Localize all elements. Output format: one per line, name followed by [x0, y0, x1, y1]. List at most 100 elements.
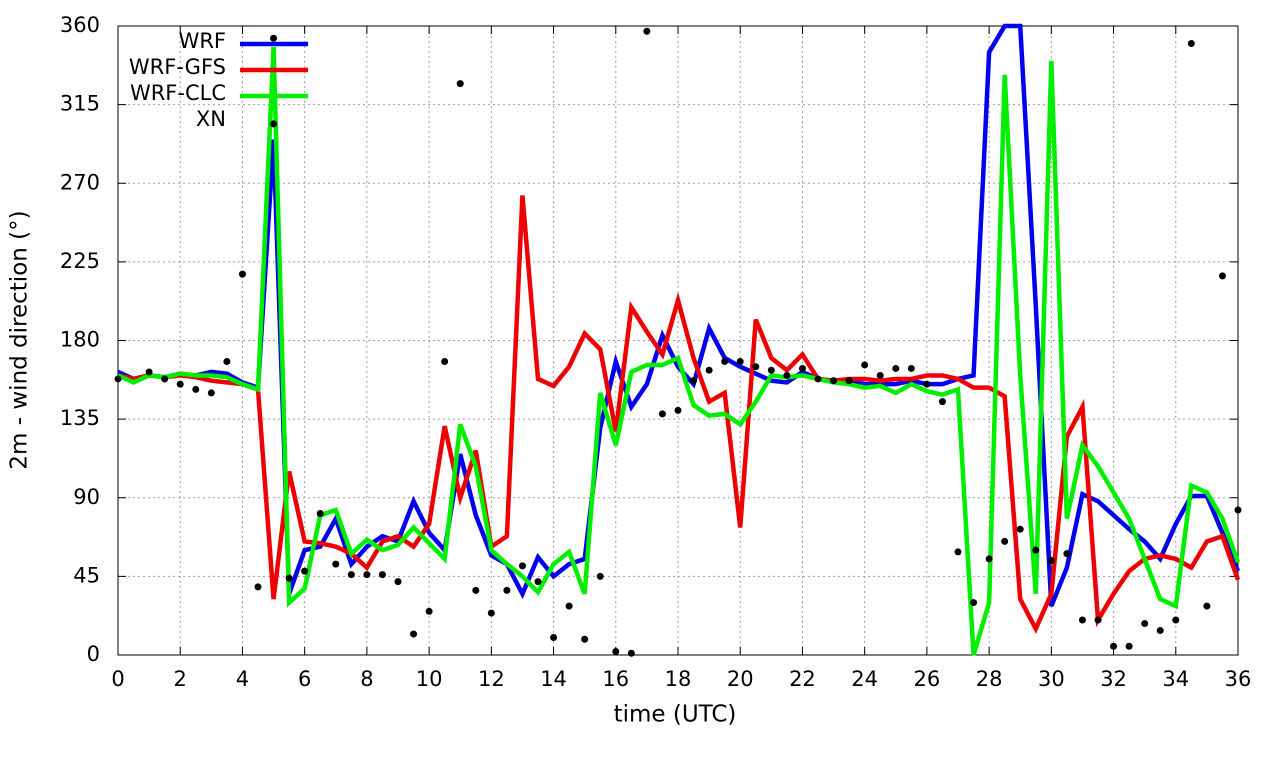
data-point: [876, 371, 884, 379]
data-point: [394, 578, 402, 586]
data-point: [1078, 616, 1086, 624]
y-tick-label: 45: [73, 563, 100, 587]
x-tick-label: 28: [976, 667, 1003, 691]
data-point: [923, 380, 931, 388]
data-point: [1016, 525, 1024, 533]
data-point: [518, 562, 526, 570]
legend-label: WRF: [179, 29, 226, 53]
y-tick-label: 315: [60, 92, 100, 116]
x-tick-label: 4: [236, 667, 249, 691]
data-point: [565, 602, 573, 610]
data-point: [596, 572, 604, 580]
legend-label: XN: [196, 107, 226, 131]
data-point: [503, 586, 511, 594]
data-point: [270, 120, 278, 128]
x-tick-label: 2: [174, 667, 187, 691]
data-point: [1234, 506, 1242, 514]
data-point: [550, 634, 558, 642]
data-point: [192, 385, 200, 393]
data-point: [161, 375, 169, 383]
y-tick-label: 180: [60, 328, 100, 352]
data-point: [752, 363, 760, 371]
x-tick-label: 36: [1225, 667, 1252, 691]
x-tick-label: 10: [416, 667, 443, 691]
data-point: [363, 571, 371, 579]
data-point: [1032, 546, 1040, 554]
x-tick-label: 14: [540, 667, 567, 691]
data-point: [487, 609, 495, 617]
data-point: [861, 361, 869, 369]
data-point: [767, 366, 775, 374]
data-point: [1218, 272, 1226, 280]
y-tick-label: 360: [60, 13, 100, 37]
x-tick-label: 30: [1038, 667, 1065, 691]
data-point: [1203, 602, 1211, 610]
data-point: [581, 635, 589, 643]
y-tick-label: 270: [60, 170, 100, 194]
data-point: [425, 607, 433, 615]
y-tick-label: 225: [60, 249, 100, 273]
data-point: [736, 357, 744, 365]
data-point: [705, 366, 713, 374]
data-point: [316, 509, 324, 517]
data-point: [1156, 627, 1164, 635]
data-point: [254, 583, 262, 591]
y-tick-label: 0: [87, 642, 100, 666]
x-tick-label: 0: [111, 667, 124, 691]
data-point: [1094, 616, 1102, 624]
data-point: [907, 364, 915, 372]
x-tick-label: 26: [914, 667, 941, 691]
data-point: [1172, 616, 1180, 624]
data-point: [830, 377, 838, 385]
data-point: [1187, 39, 1195, 47]
data-point: [207, 389, 215, 397]
data-point: [783, 371, 791, 379]
data-point: [378, 571, 386, 579]
data-point: [892, 364, 900, 372]
series-line: [117, 23, 1241, 607]
x-tick-label: 20: [727, 667, 754, 691]
data-point: [223, 357, 231, 365]
data-point: [238, 270, 246, 278]
series-line: [117, 46, 1241, 656]
data-point: [814, 375, 822, 383]
x-tick-label: 22: [789, 667, 816, 691]
data-point: [1001, 537, 1009, 545]
series-line: [117, 195, 1241, 634]
data-point: [1125, 642, 1133, 650]
y-tick-label: 90: [73, 485, 100, 509]
x-tick-label: 16: [602, 667, 629, 691]
data-point: [534, 578, 542, 586]
data-point: [1110, 642, 1118, 650]
x-tick-label: 34: [1162, 667, 1189, 691]
data-point: [690, 377, 698, 385]
x-tick-label: 18: [665, 667, 692, 691]
data-point: [985, 555, 993, 563]
x-tick-label: 12: [478, 667, 505, 691]
data-point: [954, 548, 962, 556]
x-axis-label: time (UTC): [614, 702, 737, 728]
data-point: [627, 649, 635, 657]
data-point: [1141, 620, 1149, 628]
x-tick-label: 24: [851, 667, 878, 691]
legend-label: WRF-GFS: [129, 55, 226, 79]
data-point: [658, 410, 666, 418]
data-point: [970, 599, 978, 607]
data-point: [1047, 557, 1055, 565]
data-point: [643, 27, 651, 35]
data-point: [145, 368, 153, 376]
data-point: [347, 571, 355, 579]
legend-label: WRF-CLC: [130, 81, 226, 105]
data-point: [176, 380, 184, 388]
data-point: [721, 357, 729, 365]
y-tick-label: 135: [60, 406, 100, 430]
plot-frame: [117, 25, 1239, 656]
data-point: [285, 574, 293, 582]
data-point: [270, 34, 278, 42]
data-point: [612, 648, 620, 656]
data-point: [441, 357, 449, 365]
x-tick-label: 8: [360, 667, 373, 691]
data-point: [410, 630, 418, 638]
data-point: [114, 375, 122, 383]
